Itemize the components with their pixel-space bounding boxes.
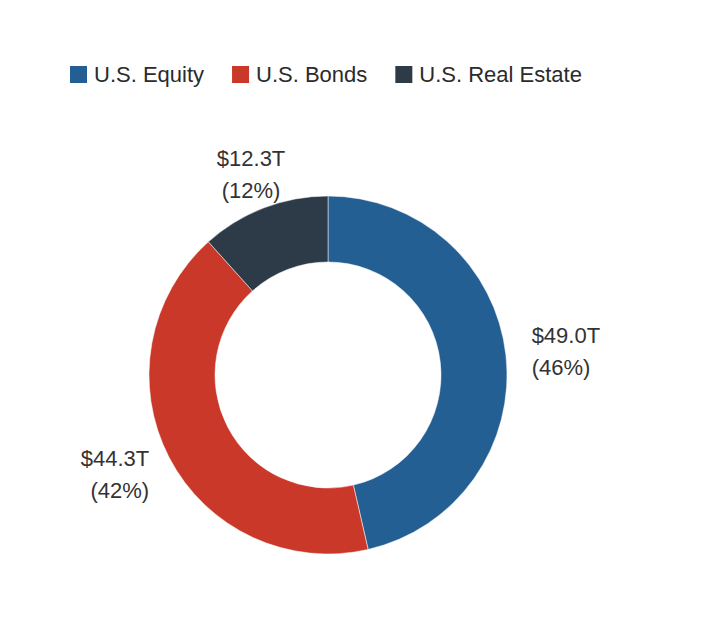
data-label: $44.3T(42%)	[81, 446, 150, 503]
chart: U.S. Equity U.S. Bonds U.S. Real Estate $49…	[0, 0, 704, 637]
legend-swatch	[70, 66, 87, 83]
legend-label: U.S. Bonds	[256, 62, 367, 87]
legend-label: U.S. Real Estate	[419, 62, 582, 87]
data-labels: $49.0T(46%) $44.3T(42%) $12.3T(12%)	[81, 146, 600, 503]
legend-label: U.S. Equity	[94, 62, 204, 87]
legend-swatch	[395, 66, 412, 83]
slice	[208, 196, 328, 291]
legend-swatch	[232, 66, 249, 83]
slices	[149, 196, 507, 554]
legend: U.S. Equity U.S. Bonds U.S. Real Estate	[70, 62, 582, 87]
slice	[149, 242, 368, 554]
data-label: $49.0T(46%)	[532, 323, 601, 380]
data-label: $12.3T(12%)	[217, 146, 286, 203]
